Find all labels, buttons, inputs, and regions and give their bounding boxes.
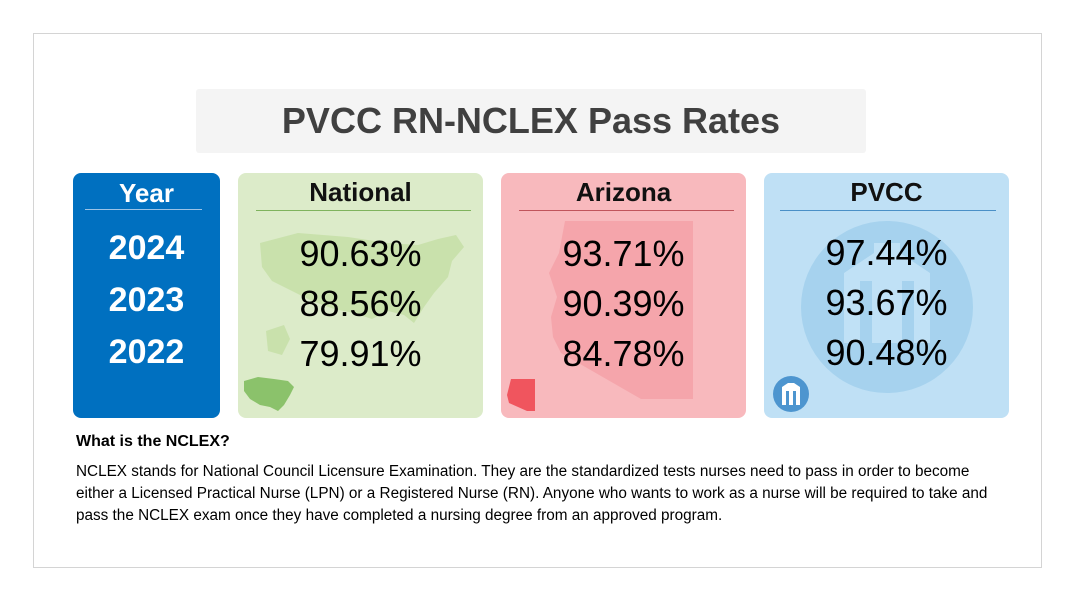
arizona-rate-2024: 93.71%	[562, 233, 685, 274]
arizona-header: Arizona	[575, 177, 672, 207]
national-header: National	[309, 177, 412, 207]
year-header-rule	[85, 209, 202, 210]
national-rate-2022: 79.91%	[299, 333, 422, 374]
arizona-map-icon	[507, 221, 693, 411]
pvcc-rate-2022: 90.48%	[825, 332, 948, 373]
national-card: National 90.63% 88.56% 79.91%	[238, 173, 483, 418]
title-banner: PVCC RN-NCLEX Pass Rates	[196, 89, 866, 153]
pvcc-header: PVCC	[850, 177, 923, 207]
arizona-rate-2023: 90.39%	[562, 283, 685, 324]
arizona-card: Arizona 93.71% 90.39% 84.78%	[501, 173, 746, 418]
year-2022: 2022	[108, 333, 185, 371]
pvcc-card: PVCC 97.44% 93.67% 90.48%	[764, 173, 1009, 418]
national-header-rule	[256, 210, 471, 211]
year-2023: 2023	[108, 281, 185, 319]
year-card: Year 2024 2023 2022	[73, 173, 220, 418]
us-map-icon	[244, 233, 464, 411]
pvcc-header-rule	[780, 210, 996, 211]
national-rate-2023: 88.56%	[299, 283, 422, 324]
national-rate-2024: 90.63%	[299, 233, 422, 274]
nclex-explanation: NCLEX stands for National Council Licens…	[76, 463, 988, 524]
year-2024: 2024	[108, 229, 185, 267]
pvcc-logo-icon	[773, 221, 973, 412]
pvcc-rate-2024: 97.44%	[825, 232, 948, 273]
nclex-question-heading: What is the NCLEX?	[76, 433, 230, 450]
pvcc-rate-2023: 93.67%	[825, 282, 948, 323]
year-header: Year	[119, 178, 174, 208]
arizona-header-rule	[519, 210, 734, 211]
page-title: PVCC RN-NCLEX Pass Rates	[281, 100, 781, 141]
arizona-rate-2022: 84.78%	[562, 333, 685, 374]
